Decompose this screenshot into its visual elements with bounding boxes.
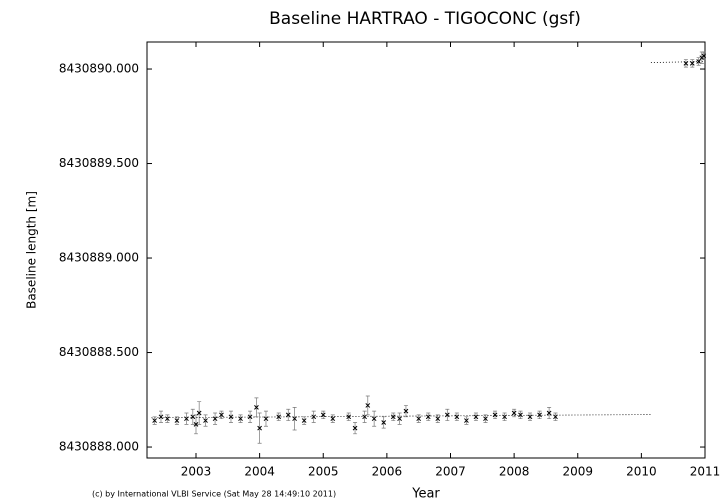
point (238, 416, 243, 422)
point (701, 53, 707, 59)
point (371, 416, 377, 422)
x-tick-label: 2010 (626, 465, 657, 479)
x-tick-label: 2006 (372, 465, 403, 479)
fit-line (151, 414, 651, 419)
point (502, 414, 507, 420)
point (193, 422, 199, 427)
point (553, 414, 558, 420)
point (381, 420, 387, 425)
x-tick-label: 2003 (181, 465, 212, 479)
x-tick-label: 2007 (435, 465, 466, 479)
point (696, 59, 701, 64)
point (444, 412, 450, 418)
point (228, 414, 234, 420)
point (276, 414, 282, 420)
point (320, 412, 326, 418)
point (219, 412, 224, 418)
point (546, 410, 552, 416)
point (483, 416, 488, 422)
point (257, 425, 262, 431)
point (330, 416, 336, 422)
point (196, 410, 202, 416)
point (403, 408, 409, 414)
credit: (c) by International VLBI Service (Sat M… (92, 490, 336, 499)
point (311, 414, 317, 420)
point (247, 414, 253, 420)
point (158, 414, 164, 420)
chart-title: Baseline HARTRAO - TIGOCONC (gsf) (269, 9, 581, 29)
point (203, 418, 208, 423)
point (301, 418, 307, 423)
point (212, 416, 218, 422)
x-tick-label: 2009 (562, 465, 593, 479)
point (454, 414, 460, 420)
x-tick-label: 2005 (308, 465, 339, 479)
point (292, 416, 297, 422)
point (352, 425, 358, 431)
point (464, 418, 469, 423)
point (689, 61, 695, 66)
y-tick-label: 8430888.000 (59, 440, 139, 454)
y-axis-label: Baseline length [m] (25, 191, 39, 309)
point (518, 412, 523, 418)
point (425, 414, 431, 420)
point (184, 416, 189, 422)
point (435, 416, 441, 422)
point (537, 412, 542, 418)
point (152, 418, 157, 423)
point (165, 416, 170, 422)
x-tick-label: 2004 (244, 465, 275, 479)
point (362, 414, 367, 420)
point (527, 414, 533, 420)
point (365, 403, 371, 408)
x-tick-label: 2011 (690, 465, 720, 479)
y-tick-label: 8430889.000 (59, 251, 139, 265)
y-tick-label: 8430888.500 (59, 345, 139, 359)
fit-line (650, 61, 706, 64)
point (416, 416, 422, 422)
x-axis-label: Year (411, 487, 440, 502)
x-tick-label: 2008 (499, 465, 530, 479)
point (390, 414, 396, 420)
point (473, 414, 479, 420)
plot-frame (146, 41, 706, 459)
point (492, 412, 498, 418)
point (174, 418, 180, 423)
point (397, 416, 402, 422)
point (511, 410, 517, 416)
y-tick-label: 8430889.500 (59, 156, 139, 170)
y-tick-label: 8430890.000 (59, 62, 139, 76)
point (285, 412, 291, 418)
point (683, 61, 689, 66)
point (263, 416, 269, 422)
point (190, 414, 196, 420)
point (254, 404, 259, 410)
point (346, 414, 352, 420)
